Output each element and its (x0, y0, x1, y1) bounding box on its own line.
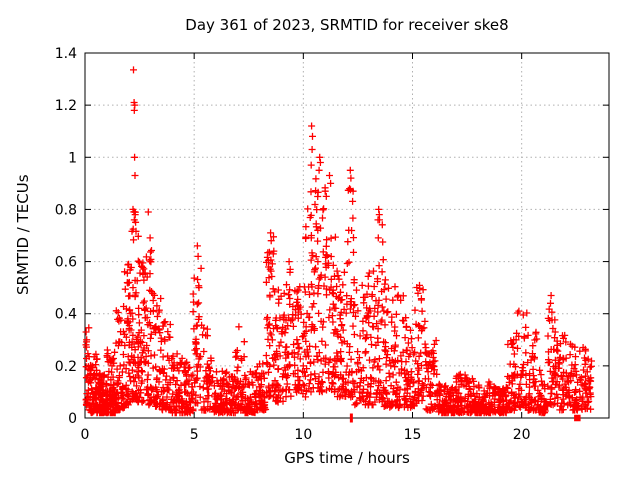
x-tick-label: 10 (294, 427, 312, 443)
y-tick-label: 1.2 (55, 98, 77, 114)
y-tick-label: 0.4 (55, 307, 77, 323)
x-tick-label: 20 (513, 427, 531, 443)
chart-title: Day 361 of 2023, SRMTID for receiver ske… (185, 16, 509, 34)
x-tick-label: 15 (404, 427, 422, 443)
plot-border (84, 52, 610, 419)
y-tick-label: 1 (68, 150, 77, 166)
y-tick-label: 0 (68, 411, 77, 427)
y-tick-label: 0.6 (55, 255, 77, 271)
axis-vline-marker (349, 413, 353, 423)
y-tick-label: 1.4 (55, 46, 77, 62)
x-tick-label: 0 (81, 427, 90, 443)
filled-square-marker (574, 414, 581, 422)
y-tick-label: 0.8 (55, 202, 77, 218)
x-axis-label: GPS time / hours (284, 449, 410, 467)
y-tick-label: 0.2 (55, 359, 77, 375)
scatter-points (82, 66, 595, 417)
x-tick-label: 5 (190, 427, 199, 443)
